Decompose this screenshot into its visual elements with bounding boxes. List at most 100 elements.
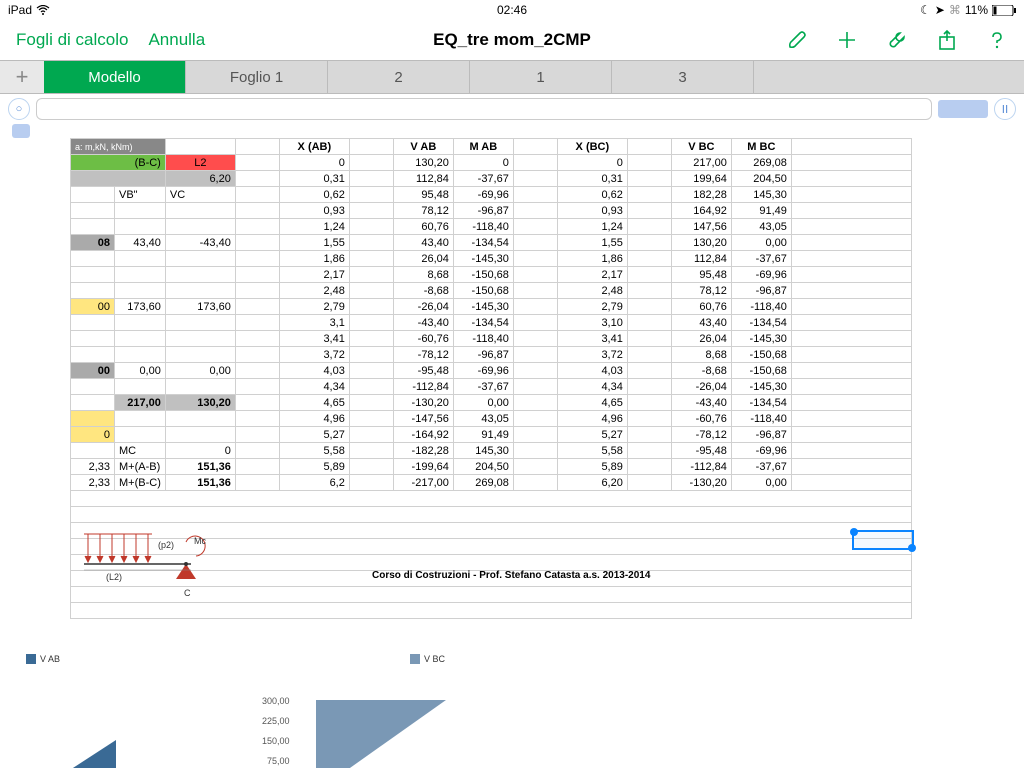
cell[interactable]: -118,40	[453, 331, 513, 347]
cell[interactable]: 112,84	[671, 251, 731, 267]
cell[interactable]: 0,00	[115, 363, 166, 379]
cancel-formula-button[interactable]: ○	[8, 98, 30, 120]
cell[interactable]: -150,68	[731, 363, 791, 379]
cell[interactable]: 151,36	[165, 475, 235, 491]
cell[interactable]: 204,50	[731, 171, 791, 187]
cell[interactable]: -145,30	[453, 251, 513, 267]
cell[interactable]: 269,08	[731, 155, 791, 171]
tab-1[interactable]: 1	[470, 61, 612, 93]
spreadsheets-link[interactable]: Fogli di calcolo	[16, 30, 128, 50]
cell[interactable]: 173,60	[115, 299, 166, 315]
cell[interactable]: -199,64	[393, 459, 453, 475]
cell[interactable]: -37,67	[731, 251, 791, 267]
cell[interactable]: 6,2	[279, 475, 349, 491]
cell[interactable]: 0	[71, 427, 115, 443]
cell[interactable]: 3,10	[557, 315, 627, 331]
cell[interactable]: 78,12	[393, 203, 453, 219]
cell[interactable]: 43,05	[731, 219, 791, 235]
cell[interactable]: -43,40	[671, 395, 731, 411]
cell[interactable]: 00	[71, 363, 115, 379]
cell[interactable]: 145,30	[731, 187, 791, 203]
cell[interactable]: -150,68	[453, 267, 513, 283]
cell[interactable]: -134,54	[453, 315, 513, 331]
cell[interactable]: -43,40	[165, 235, 235, 251]
cell[interactable]: 95,48	[671, 267, 731, 283]
cell[interactable]: 95,48	[393, 187, 453, 203]
cell[interactable]: 173,60	[165, 299, 235, 315]
cell[interactable]: 0,00	[731, 235, 791, 251]
cell[interactable]: -147,56	[393, 411, 453, 427]
cell[interactable]: 0,00	[453, 395, 513, 411]
cell[interactable]: 4,34	[557, 379, 627, 395]
cell[interactable]: -69,96	[453, 187, 513, 203]
cell[interactable]: 3,41	[557, 331, 627, 347]
cell[interactable]: -69,96	[731, 443, 791, 459]
cell[interactable]: 2,33	[71, 459, 115, 475]
cell[interactable]: -145,30	[731, 379, 791, 395]
cell[interactable]: 1,24	[557, 219, 627, 235]
cell[interactable]: 78,12	[671, 283, 731, 299]
cell[interactable]: -164,92	[393, 427, 453, 443]
cell[interactable]: -182,28	[393, 443, 453, 459]
cell[interactable]: -37,67	[731, 459, 791, 475]
cell[interactable]: 204,50	[453, 459, 513, 475]
cell[interactable]: -150,68	[453, 283, 513, 299]
cell[interactable]: 6,20	[557, 475, 627, 491]
cell[interactable]: 0,00	[165, 363, 235, 379]
cell[interactable]: 269,08	[453, 475, 513, 491]
add-sheet-button[interactable]: +	[0, 61, 44, 93]
cell[interactable]: 3,41	[279, 331, 349, 347]
tab-foglio1[interactable]: Foglio 1	[186, 61, 328, 93]
cell[interactable]: 0,93	[279, 203, 349, 219]
cell[interactable]: -78,12	[671, 427, 731, 443]
cell[interactable]: 60,76	[393, 219, 453, 235]
cell[interactable]: 43,40	[671, 315, 731, 331]
cell[interactable]: 217,00	[115, 395, 166, 411]
cell[interactable]: 0,00	[731, 475, 791, 491]
cell[interactable]: -130,20	[393, 395, 453, 411]
cell[interactable]: -78,12	[393, 347, 453, 363]
cell[interactable]: 2,79	[557, 299, 627, 315]
cell[interactable]: 2,17	[557, 267, 627, 283]
cell[interactable]: 60,76	[671, 299, 731, 315]
cell[interactable]: 1,24	[279, 219, 349, 235]
cell[interactable]: 4,03	[557, 363, 627, 379]
cell[interactable]: 4,03	[279, 363, 349, 379]
tab-3[interactable]: 3	[612, 61, 754, 93]
cell[interactable]: 3,72	[557, 347, 627, 363]
cell[interactable]: 2,48	[279, 283, 349, 299]
cell[interactable]: -43,40	[393, 315, 453, 331]
cell[interactable]: 6,20	[165, 171, 235, 187]
cell[interactable]: 43,40	[115, 235, 166, 251]
scroll-handle[interactable]	[12, 124, 30, 138]
cell[interactable]: -118,40	[731, 411, 791, 427]
spreadsheet-grid[interactable]: a: m,kN, kNm) X (AB) V AB M AB X (BC) V …	[0, 124, 1024, 768]
undo-link[interactable]: Annulla	[148, 30, 205, 50]
cell[interactable]: 164,92	[671, 203, 731, 219]
cell[interactable]: 4,65	[279, 395, 349, 411]
cell[interactable]: 130,20	[165, 395, 235, 411]
cell[interactable]: 5,89	[279, 459, 349, 475]
cell[interactable]: 2,48	[557, 283, 627, 299]
cell[interactable]: -96,87	[731, 283, 791, 299]
cell[interactable]: -60,76	[671, 411, 731, 427]
cell[interactable]: 0,31	[557, 171, 627, 187]
cell[interactable]: 145,30	[453, 443, 513, 459]
cell[interactable]: 5,89	[557, 459, 627, 475]
cell[interactable]: 91,49	[731, 203, 791, 219]
cell[interactable]: 2,33	[71, 475, 115, 491]
cell[interactable]: -112,84	[671, 459, 731, 475]
cell[interactable]: -217,00	[393, 475, 453, 491]
cell[interactable]: 1,86	[557, 251, 627, 267]
cell[interactable]: 217,00	[671, 155, 731, 171]
cell[interactable]: -95,48	[393, 363, 453, 379]
cell[interactable]: 26,04	[393, 251, 453, 267]
cell[interactable]: 43,05	[453, 411, 513, 427]
cell[interactable]: 182,28	[671, 187, 731, 203]
cell[interactable]: 08	[71, 235, 115, 251]
cell[interactable]: -95,48	[671, 443, 731, 459]
share-icon[interactable]	[936, 29, 958, 51]
cell[interactable]: 1,86	[279, 251, 349, 267]
cell[interactable]: 0	[557, 155, 627, 171]
cell[interactable]: 4,65	[557, 395, 627, 411]
